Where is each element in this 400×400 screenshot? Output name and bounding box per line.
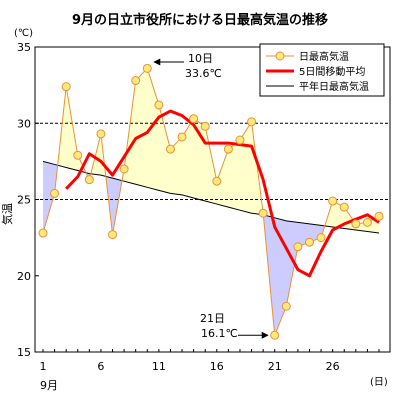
series-lines <box>42 67 380 336</box>
legend-label-moving-avg: 5日間移動平均 <box>299 65 365 78</box>
fill-below-normal-6 <box>263 214 325 336</box>
x-tick-label-1: 1 <box>40 360 47 373</box>
normal-line <box>42 160 380 234</box>
x-tick-label-6: 6 <box>97 360 104 373</box>
chart-title: 9月の日立市役所における日最高気温の推移 <box>72 12 328 28</box>
y-axis-title: 気温 <box>0 203 14 225</box>
annotations: 10日 33.6℃ 21日 16.1℃ <box>153 52 269 340</box>
legend: 日最高気温 5日間移動平均 平年日最高気温 <box>259 43 385 97</box>
y-unit-label: (℃) <box>14 28 33 39</box>
x-month-label: 9月 <box>40 379 58 392</box>
daily-max-point-28 <box>351 219 361 229</box>
legend-label-normal: 平年日最高気温 <box>299 80 369 93</box>
daily-max-point-15 <box>200 121 210 131</box>
fill-above-normal-1 <box>57 86 87 173</box>
daily-max-point-26 <box>328 196 338 206</box>
daily-max-point-4 <box>73 150 83 160</box>
daily-max-point-14 <box>189 114 199 124</box>
daily-max-point-2 <box>50 188 60 198</box>
daily-max-point-5 <box>84 175 94 185</box>
daily-max-point-1 <box>38 228 48 238</box>
daily-max-point-20 <box>258 208 268 218</box>
y-tick-label-15: 15 <box>17 346 31 359</box>
daily-max-point-11 <box>154 100 164 110</box>
y-tick-label-25: 25 <box>17 194 31 207</box>
annotation-min-temp: 16.1℃ <box>201 327 238 340</box>
daily-max-point-6 <box>96 129 106 139</box>
y-axis-ticks: 15 20 25 30 35 <box>17 41 39 359</box>
fill-below-normal-0 <box>43 161 58 234</box>
daily-max-point-3 <box>61 82 71 92</box>
daily-max-point-21 <box>270 330 280 340</box>
x-tick-label-26: 26 <box>326 360 340 373</box>
x-axis-ticks: 1 6 11 16 21 26 <box>40 349 380 373</box>
daily-max-line <box>42 67 380 336</box>
x-tick-label-21: 21 <box>268 360 282 373</box>
daily-max-point-25 <box>316 233 326 243</box>
daily-max-point-24 <box>304 237 314 247</box>
daily-max-point-16 <box>212 176 222 186</box>
daily-max-point-29 <box>362 217 372 227</box>
series-markers <box>38 63 384 340</box>
legend-marker-daily <box>275 51 285 61</box>
daily-max-point-10 <box>142 63 152 73</box>
daily-max-point-13 <box>177 132 187 142</box>
daily-max-point-18 <box>235 135 245 145</box>
legend-label-daily: 日最高気温 <box>299 50 349 63</box>
daily-max-point-7 <box>108 230 118 240</box>
annotation-max-day: 10日 <box>188 52 213 65</box>
y-tick-label-35: 35 <box>17 41 31 54</box>
y-tick-label-20: 20 <box>17 270 31 283</box>
annotation-max-arrowhead <box>153 58 161 66</box>
daily-max-point-12 <box>165 144 175 154</box>
daily-max-point-30 <box>374 211 384 221</box>
annotation-min-day: 21日 <box>200 312 225 325</box>
daily-max-point-27 <box>339 202 349 212</box>
daily-max-point-22 <box>281 301 291 311</box>
x-unit-label: (日) <box>370 377 388 388</box>
daily-max-point-19 <box>247 117 257 127</box>
x-tick-label-11: 11 <box>152 360 166 373</box>
daily-max-point-17 <box>223 144 233 154</box>
fill-below-normal-4 <box>105 176 123 235</box>
daily-max-point-9 <box>131 76 141 86</box>
daily-max-point-8 <box>119 164 129 174</box>
moving-average-line <box>65 109 380 278</box>
daily-max-point-23 <box>293 242 303 252</box>
y-tick-label-30: 30 <box>17 117 31 130</box>
annotation-max-temp: 33.6℃ <box>185 67 222 80</box>
annotation-min-arrowhead <box>261 331 269 339</box>
x-tick-label-16: 16 <box>210 360 224 373</box>
